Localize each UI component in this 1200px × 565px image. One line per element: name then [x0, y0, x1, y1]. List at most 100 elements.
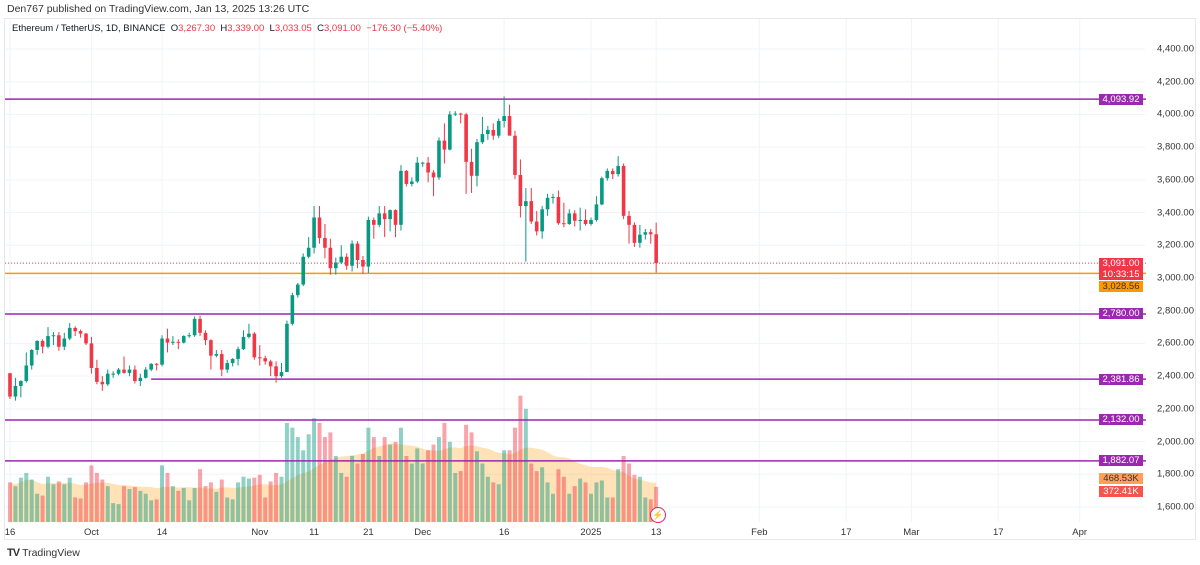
volume-bar [241, 476, 246, 522]
volume-bar [453, 472, 458, 522]
volume-bar [246, 478, 251, 522]
candle-body [160, 338, 164, 365]
candle-body [334, 262, 338, 269]
volume-bar [496, 484, 501, 522]
volume-bar [632, 474, 637, 522]
candle-body [426, 162, 430, 173]
volume-bar [382, 437, 387, 522]
volume-bar [24, 472, 29, 522]
volume-bar [35, 493, 40, 522]
tv-logo-icon: TV [7, 547, 20, 559]
candle-body [572, 213, 577, 221]
candle-body [19, 381, 23, 386]
volume-bar [551, 493, 555, 522]
level-price-badge: 2,780.00 [1099, 308, 1143, 320]
candle-body [176, 341, 181, 343]
candle-body [486, 129, 490, 135]
volume-bar [62, 484, 67, 522]
level-price-badge: 2,132.00 [1099, 414, 1143, 426]
candle-body [105, 373, 110, 385]
candle-body [111, 373, 115, 375]
candle-body [638, 234, 642, 243]
volume-bar [561, 476, 566, 522]
candle-body [344, 256, 349, 266]
open-label: O [170, 23, 179, 34]
time-tick-label: Apr [1072, 527, 1088, 538]
level-price-badge: 4,093.92 [1099, 93, 1143, 105]
volume-bar [165, 472, 170, 522]
price-tick-label: 4,000.00 [1157, 108, 1194, 120]
volume-bar [491, 482, 496, 522]
candle-body [138, 377, 143, 382]
candle-body [225, 363, 229, 370]
volume-bar [252, 477, 257, 522]
candle-body [29, 349, 34, 366]
volume-bar [322, 437, 327, 522]
volume-bar [214, 491, 219, 522]
volume-bar [371, 437, 376, 522]
symbol-legend: Ethereum / TetherUS, 1D, BINANCE O3,267.… [12, 23, 442, 34]
symbol-name: Ethereum / TetherUS, 1D, BINANCE [12, 23, 166, 34]
volume-bar [274, 472, 279, 522]
candle-body [540, 209, 544, 232]
volume-bar [464, 424, 469, 522]
candle-body [214, 354, 219, 356]
volume-bar [295, 437, 300, 522]
candle-body [448, 114, 452, 150]
volume-bar [572, 486, 577, 522]
lightning-icon[interactable]: ⚡ [650, 507, 666, 523]
candle-body [219, 354, 224, 370]
volume-bar [502, 450, 507, 522]
volume-bar [518, 395, 523, 522]
volume-bar [426, 450, 431, 522]
volume-bar [317, 422, 322, 522]
countdown-label: 10:33:15 [1102, 269, 1140, 280]
candle-body [8, 373, 12, 397]
volume-bar [556, 469, 561, 522]
volume-bar [208, 482, 213, 522]
tradingview-logo[interactable]: TV TradingView [7, 547, 80, 559]
candle-body [648, 232, 653, 235]
candle-body [355, 243, 360, 261]
volume-bar [578, 478, 583, 522]
price-tick-label: 1,600.00 [1157, 501, 1194, 513]
candle-body [78, 331, 83, 334]
candle-body [627, 215, 631, 225]
candle-body [654, 234, 658, 264]
candle-body [469, 161, 474, 176]
candle-body [632, 224, 637, 243]
volume-bar [366, 427, 371, 522]
candle-body [480, 134, 485, 143]
time-tick-label: 14 [156, 527, 168, 538]
volume-bar [132, 487, 137, 522]
candle-body [127, 369, 132, 373]
volume-bar [377, 455, 382, 522]
price-tick-label: 2,200.00 [1157, 403, 1194, 415]
volume-bar [279, 476, 284, 522]
volume-bar [512, 427, 517, 522]
price-tick-label: 1,800.00 [1157, 468, 1194, 480]
time-tick-label: 16 [498, 527, 510, 538]
volume-bar [51, 484, 56, 522]
volume-bar [219, 479, 224, 522]
price-tick-label: 3,000.00 [1157, 272, 1194, 284]
tv-brand: TradingView [22, 547, 80, 559]
candle-body [295, 284, 300, 296]
candle-body [187, 335, 191, 337]
candle-body [507, 116, 512, 136]
volume-bar [105, 486, 110, 522]
volume-bar [94, 472, 99, 522]
volume-bar [393, 441, 398, 522]
candle-body [404, 170, 409, 184]
price-tick-label: 2,600.00 [1157, 337, 1194, 349]
price-tick-label: 4,200.00 [1157, 76, 1194, 88]
price-tick-label: 2,800.00 [1157, 305, 1194, 317]
price-tick-label: 3,800.00 [1157, 141, 1194, 153]
volume-bar [284, 422, 289, 522]
publisher-line: Den767 published on TradingView.com, Jan… [7, 3, 310, 15]
candle-body [89, 343, 94, 368]
candle-body [453, 113, 458, 115]
candle-body [339, 256, 344, 263]
volume-bar [84, 482, 89, 522]
